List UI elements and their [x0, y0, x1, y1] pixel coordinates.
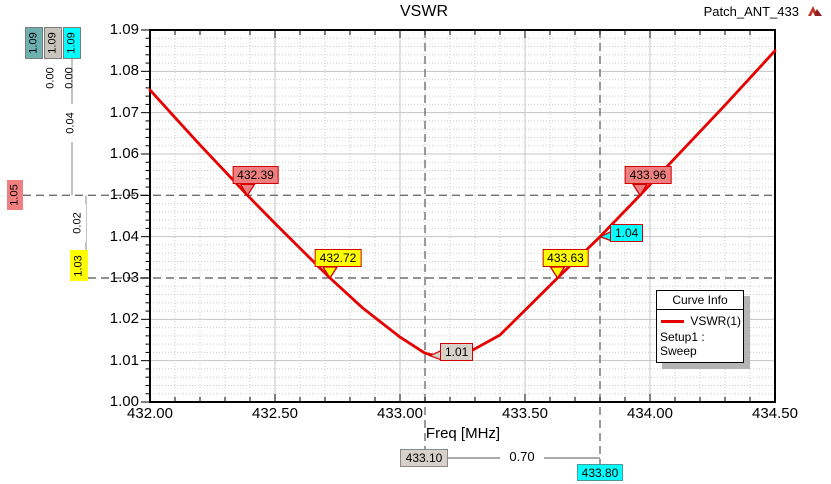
legend-series-label: VSWR(1) [690, 314, 741, 328]
marker-pointers [239, 183, 649, 361]
y-level-marker-box[interactable]: 1.03 [70, 250, 88, 281]
clipped-marker-value: 1.09 [66, 32, 79, 54]
curve-marker[interactable]: 433.63 [542, 249, 589, 267]
x-tick-label: 432.50 [252, 405, 298, 422]
x-ruler-to-box[interactable]: 433.80 [577, 464, 623, 481]
y-tick-label: 1.04 [109, 227, 139, 245]
legend-box[interactable]: Curve Info VSWR(1) Setup1 : Sweep [656, 290, 744, 363]
legend-title: Curve Info [657, 291, 743, 310]
y-delta-label: 0.04 [62, 104, 80, 142]
y-tick-label: 1.00 [109, 393, 139, 410]
curve-marker[interactable]: 433.96 [624, 166, 672, 185]
clipped-marker-value: 1.09 [47, 32, 60, 54]
plot-border [149, 29, 776, 403]
y-tick-label: 1.01 [109, 351, 139, 369]
x-tick-label: 434.50 [752, 405, 798, 422]
x-tick-label: 434.00 [627, 405, 673, 422]
y-tick-label: 1.02 [109, 310, 139, 328]
clipped-marker-value: 1.09 [28, 32, 41, 54]
clipped-marker-box[interactable]: 1.09 [44, 27, 62, 59]
curve-marker[interactable]: 432.72 [314, 249, 362, 267]
y-tick-label: 1.06 [109, 145, 139, 162]
x-tick-label: 433.50 [502, 405, 548, 422]
project-name: Patch_ANT_433 [703, 4, 799, 19]
curve-marker[interactable]: 1.04 [610, 223, 644, 242]
y-tick-label: 1.08 [109, 62, 139, 80]
page-title: VSWR [400, 3, 448, 20]
legend-line-sample [661, 319, 685, 323]
y-tick-label: 1.03 [109, 269, 139, 286]
curve-marker[interactable]: 432.39 [232, 166, 279, 185]
ansoft-logo-icon [808, 6, 822, 16]
x-ruler-from-box[interactable]: 433.10 [400, 449, 448, 467]
y-tick-label: 1.09 [109, 21, 139, 38]
curve-marker[interactable]: 1.01 [440, 342, 474, 361]
y-delta-label: 0.00 [45, 67, 58, 89]
x-ruler-delta-label: 0.70 [509, 449, 535, 464]
y-tick-label: 1.07 [109, 103, 139, 121]
x-tick-label: 433.00 [377, 405, 423, 422]
y-tick-label: 1.05 [109, 186, 139, 204]
x-tick-label: 432.00 [127, 405, 173, 422]
y-delta-label: 0.02 [70, 204, 86, 242]
clipped-marker-box[interactable]: 1.09 [63, 27, 81, 59]
y-delta-label: 0.00 [64, 67, 77, 89]
legend-sweep-label: Setup1 : Sweep [660, 330, 705, 358]
clipped-marker-box[interactable]: 1.09 [25, 27, 43, 59]
x-axis-title: Freq [MHz] [425, 425, 501, 442]
axis-ticks [141, 29, 776, 403]
y-level-marker-box[interactable]: 1.05 [7, 180, 23, 210]
marker-dashed-lines [23, 30, 775, 465]
